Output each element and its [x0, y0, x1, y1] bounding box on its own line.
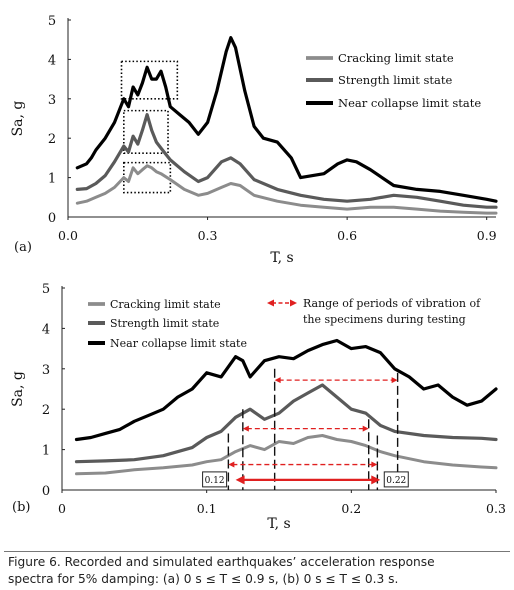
- x-tick-label: 0.1: [197, 501, 217, 516]
- range-legend-text: Range of periods of vibration of the spec…: [303, 297, 481, 326]
- y-tick-label: 4: [48, 53, 56, 68]
- arrowhead-right: [371, 475, 381, 485]
- arrowhead-right: [371, 461, 378, 468]
- arrowhead-left: [267, 299, 274, 307]
- range-end-box: [383, 471, 409, 488]
- caption-line-2: spectra for 5% damping: (a) 0 s ≤ T ≤ 0.…: [8, 572, 399, 586]
- y-tick-label: 1: [48, 172, 56, 187]
- panel-label: (b): [12, 500, 30, 515]
- legend-label-3: Near collapse limit state: [338, 96, 481, 110]
- range-start-box: [202, 471, 228, 488]
- arrowhead-left: [242, 425, 249, 432]
- series-line-1: [75, 434, 498, 476]
- x-tick-label: 0.0: [58, 228, 78, 243]
- series-line-1: [75, 164, 498, 215]
- series-line-2: [75, 112, 498, 209]
- y-axis-label: Sa, g: [10, 101, 26, 137]
- y-tick-label: 3: [48, 93, 56, 108]
- legend-label-2: Strength limit state: [110, 317, 219, 330]
- dotted-highlight-box: [120, 60, 179, 100]
- figure: 0 1 2 3 4 5 0.0 0.3 0.6 0.9 T, s Sa, g (a) Cracking l…: [10, 14, 506, 532]
- arrowhead-left: [235, 475, 245, 485]
- x-tick-label: 0.3: [486, 501, 506, 516]
- series-line-2: [74, 383, 498, 464]
- legend-label-3: Near collapse limit state: [110, 337, 247, 350]
- arrowhead-left: [228, 461, 235, 468]
- x-tick-label: 0.9: [477, 228, 497, 243]
- y-tick-label: 0: [42, 484, 50, 499]
- x-axis-label: T, s: [270, 250, 293, 266]
- y-tick-label: 2: [42, 403, 50, 418]
- y-axis-label: Sa, g: [10, 371, 26, 407]
- x-tick-label: 0.3: [198, 228, 218, 243]
- x-axis-label: T, s: [267, 516, 290, 532]
- y-tick-label: 4: [42, 322, 50, 337]
- y-tick-label: 0: [48, 211, 56, 226]
- arrowhead-right: [290, 299, 297, 307]
- dotted-highlight-box: [123, 109, 169, 154]
- y-tick-label: 5: [48, 14, 56, 29]
- range-end-label: 0.22: [386, 476, 406, 486]
- x-tick-label: 0.6: [337, 228, 357, 243]
- arrowhead-right: [391, 377, 398, 384]
- y-tick-label: 5: [42, 282, 50, 297]
- x-tick-label: 0.2: [341, 501, 361, 516]
- y-tick-label: 1: [42, 444, 50, 459]
- caption-divider: [4, 551, 510, 552]
- arrowhead-right: [362, 425, 369, 432]
- range-start-label: 0.12: [205, 476, 225, 486]
- panel-label: (a): [14, 240, 32, 255]
- legend-label-1: Cracking limit state: [338, 51, 454, 65]
- x-tick-label: 0: [58, 501, 66, 516]
- legend-label-1: Cracking limit state: [110, 298, 221, 311]
- y-tick-label: 2: [48, 132, 56, 147]
- y-tick-label: 3: [42, 363, 50, 378]
- caption-line-1: Figure 6. Recorded and simulated earthqu…: [8, 555, 435, 569]
- series-line-3: [74, 338, 498, 442]
- figure-caption: Figure 6. Recorded and simulated earthqu…: [8, 554, 508, 588]
- series-line-3: [75, 36, 498, 203]
- arrowhead-left: [274, 377, 281, 384]
- legend-label-2: Strength limit state: [338, 73, 452, 87]
